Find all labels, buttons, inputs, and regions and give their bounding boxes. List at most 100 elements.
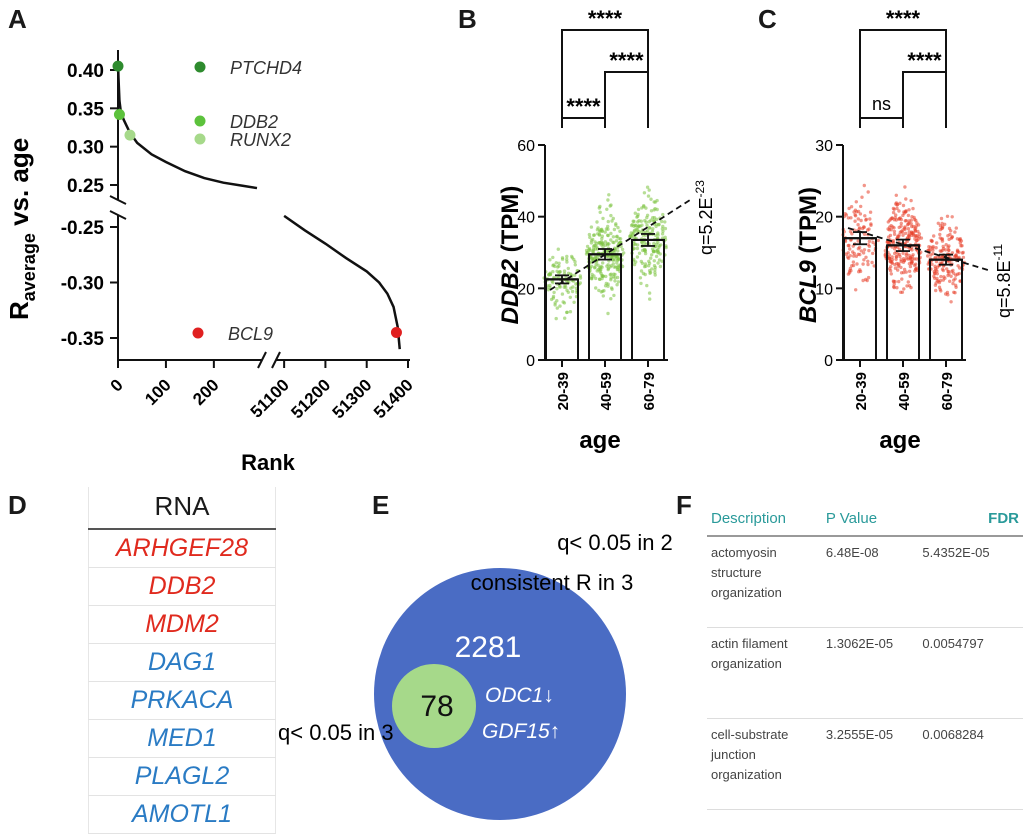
data-point [647,226,652,230]
data-point [911,253,915,257]
data-point [565,254,569,259]
data-point [905,284,909,288]
data-point [631,219,635,223]
data-point [601,261,605,265]
data-point [938,287,942,292]
data-point [843,212,847,216]
data-point [936,221,940,225]
data-point [629,223,634,228]
data-point [929,253,933,257]
data-point [618,229,622,233]
data-point [851,260,856,264]
data-point [902,267,907,272]
data-point [598,210,602,214]
data-point [871,240,875,245]
f-table-row: actomyosin structure organization 6.48E-0… [707,536,1023,628]
data-point [945,267,949,271]
significance-label: **** [907,48,942,73]
data-point [961,250,965,255]
data-point [654,242,659,246]
panel-letter-d: D [8,490,27,520]
f-fdr-cell: 0.0068284 [918,718,1023,810]
data-point [656,261,660,265]
data-point [594,276,598,281]
data-point [555,269,559,273]
data-point [926,254,930,258]
data-point [593,265,597,269]
data-point [578,276,583,280]
a-x-axis-break-2 [271,351,281,369]
data-point [566,266,570,271]
data-point [951,268,955,273]
venn-outer-label-2: consistent R in 3 [471,570,634,595]
data-point [888,260,892,264]
data-point [598,204,602,209]
rna-table-row: MDM2 [88,605,276,644]
f-description-cell: actin filament organization [707,627,822,719]
data-point [899,229,903,234]
data-point [632,228,637,233]
data-point [601,216,605,221]
rna-gene-cell: ARHGEF28 [88,529,276,568]
data-point [572,300,576,304]
data-point [906,213,911,218]
a-x-axis-break-1 [257,351,267,369]
data-point [934,246,938,250]
venn-gene-2: GDF15↑ [482,720,560,743]
data-point [653,273,657,277]
data-point [860,195,864,199]
data-point [660,219,664,224]
a-x-tick-label: 200 [189,375,222,408]
data-point [917,232,922,236]
data-point [632,246,636,251]
a-y-tick-label: -0.25 [61,218,105,239]
data-point [587,232,592,237]
data-point [655,198,659,203]
data-point [609,297,613,301]
data-point [857,270,861,274]
rna-table-row: PRKACA [88,681,276,720]
data-point [947,244,951,248]
data-point [952,290,956,294]
data-point [565,310,569,315]
data-point [867,248,871,253]
data-point [944,243,948,247]
rna-table-row: DDB2 [88,567,276,606]
data-point [596,263,600,267]
data-point [652,264,657,268]
data-point [911,206,915,211]
data-point [856,223,860,227]
data-point [851,263,856,268]
data-point [954,273,958,277]
data-point [650,253,654,257]
f-table-row: actin filament organization 1.3062E-05 0.0… [707,627,1023,719]
data-point [957,266,962,270]
data-point [859,204,863,209]
rna-table-row: DAG1 [88,643,276,682]
significance-label: **** [609,48,644,73]
data-point [606,243,610,247]
f-pvalue-cell: 1.3062E-05 [821,627,919,719]
data-point [886,235,891,239]
a-y-tick-label: 0.40 [67,61,104,82]
rna-gene-cell: AMOTL1 [88,795,276,834]
data-point [592,243,596,248]
data-point [648,270,653,274]
data-point [914,224,918,228]
data-point [907,262,912,266]
data-point [664,244,668,248]
data-point [899,221,903,226]
data-point [904,231,908,235]
venn-outer-count: 2281 [455,631,522,664]
data-point [863,214,867,218]
data-point [896,252,900,256]
a-gene-label: BCL9 [228,324,273,344]
rna-gene-cell: PLAGL2 [88,757,276,796]
data-point [910,224,914,229]
significance-label: **** [588,6,623,31]
data-point [853,214,858,218]
a-x-tick-label: 0 [107,375,127,395]
data-point [946,273,950,278]
data-point [948,232,952,237]
x-tick-label: 20-39 [555,372,572,410]
